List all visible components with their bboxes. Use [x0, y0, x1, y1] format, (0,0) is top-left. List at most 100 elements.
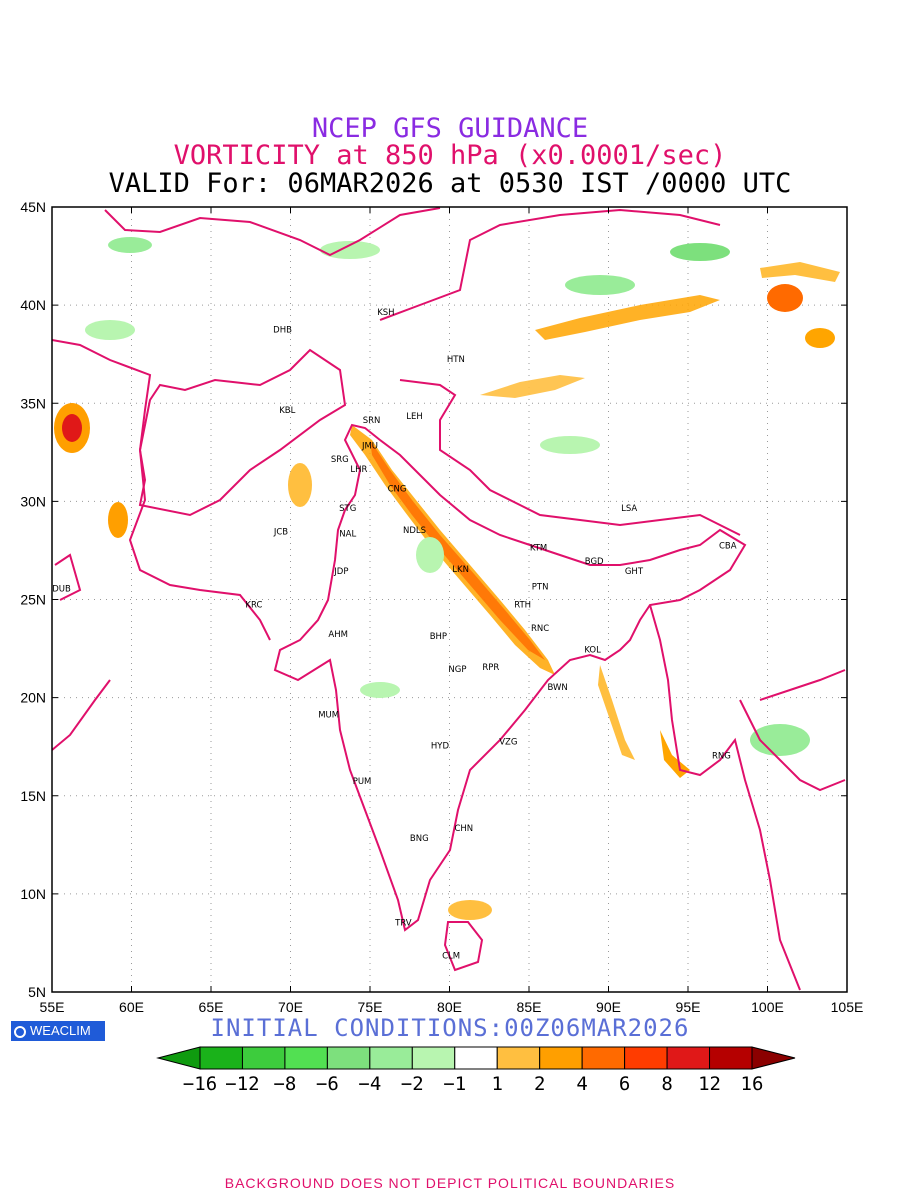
colorbar-box — [241, 1046, 286, 1070]
arabia-coast — [52, 553, 111, 751]
positive-vorticity-tibet — [535, 295, 720, 340]
city-label-bng: BNG — [410, 834, 429, 844]
city-label-leh: LEH — [406, 412, 423, 422]
city-label-krc: KRC — [245, 600, 262, 610]
city-label-lkn: LKN — [452, 565, 469, 575]
vorticity-shading — [54, 237, 840, 920]
city-label-stg: STG — [339, 504, 356, 514]
city-label-jcb: JCB — [273, 528, 288, 538]
city-label-cba: CBA — [719, 541, 737, 551]
lat-tick-label: 30N — [20, 493, 46, 509]
lon-tick-label: 105E — [831, 999, 864, 1015]
colorbar-box — [666, 1046, 711, 1070]
band-bay — [598, 665, 635, 760]
city-label-rnc: RNC — [531, 624, 549, 634]
city-label-cng: CNG — [388, 485, 407, 495]
city-label-ktm: KTM — [530, 543, 547, 553]
disclaimer-footer: BACKGROUND DOES NOT DEPICT POLITICAL BOU… — [224, 1175, 676, 1191]
colorbar-box — [539, 1046, 583, 1070]
colorbar-box — [326, 1046, 371, 1070]
positive-vorticity-tibet2 — [480, 375, 585, 398]
colorbar-arrow-left — [156, 1046, 201, 1070]
negative-patch-6 — [540, 436, 600, 454]
pakistan-border — [138, 348, 347, 517]
colorbar-label: −1 — [443, 1073, 466, 1095]
title-model: NCEP GFS GUIDANCE — [311, 113, 589, 144]
colorbar-label: −16 — [183, 1073, 217, 1095]
lat-tick-label: 10N — [20, 886, 46, 902]
colorbar-label: −12 — [225, 1073, 259, 1095]
city-label-hyd: HYD — [431, 742, 450, 752]
colorbar-label: 1 — [492, 1073, 503, 1095]
colorbar-box — [284, 1046, 328, 1070]
negative-patch-9 — [360, 682, 400, 698]
blob-srilanka — [448, 900, 492, 920]
colorbar-box — [624, 1046, 668, 1070]
negative-patch-1 — [108, 237, 152, 253]
iran-border — [52, 339, 271, 641]
city-label-ght: GHT — [625, 567, 644, 577]
city-label-rng: RNG — [712, 751, 731, 761]
city-label-ngp: NGP — [448, 665, 466, 675]
colorbar-labels: −16 −12 −8 −6 −4 −2 −1 1 2 4 6 8 12 16 — [183, 1073, 764, 1095]
colorbar-box — [496, 1046, 541, 1070]
band-east-ridge — [760, 262, 840, 282]
city-label-bwn: BWN — [547, 683, 567, 693]
vortex-east — [805, 328, 835, 348]
colorbar-box — [454, 1046, 498, 1070]
axis-tick-labels: 55E 60E 65E 70E 75E 80E 85E 90E 95E 100E 105E 5N 10N… — [20, 199, 863, 1015]
city-label-lsa: LSA — [621, 504, 637, 514]
city-label-nal: NAL — [339, 530, 356, 540]
colorbar: −16 −12 −8 −6 −4 −2 −1 1 2 4 6 8 12 16 — [156, 1046, 796, 1095]
title-field: VORTICITY at 850 hPa (x0.0001/sec) — [173, 140, 727, 171]
colorbar-box — [411, 1046, 456, 1070]
lat-tick-label: 40N — [20, 297, 46, 313]
india-outline — [273, 423, 747, 932]
colorbar-label: 4 — [576, 1073, 587, 1095]
lon-tick-label: 95E — [676, 999, 701, 1015]
logo-icon — [14, 1026, 26, 1038]
lon-tick-label: 65E — [199, 999, 224, 1015]
lat-tick-label: 45N — [20, 199, 46, 215]
myanmar-coast — [649, 604, 801, 991]
colorbar-box — [709, 1046, 753, 1070]
city-label-ahm: AHM — [328, 630, 348, 640]
lat-tick-label: 25N — [20, 592, 46, 608]
lon-tick-label: 55E — [40, 999, 65, 1015]
city-label-jmu: JMU — [361, 441, 378, 451]
colorbar-boxes — [156, 1046, 796, 1070]
lat-tick-label: 15N — [20, 788, 46, 804]
negative-patch-8 — [416, 537, 444, 573]
city-label-bgd: BGD — [585, 557, 604, 567]
city-label-ptn: PTN — [532, 583, 549, 593]
blob-pakistan — [288, 463, 312, 507]
colorbar-label: 6 — [619, 1073, 630, 1095]
vorticity-map: 55E 60E 65E 70E 75E 80E 85E 90E 95E 100E 105E 5N 10N… — [20, 199, 863, 1015]
negative-patch-2 — [320, 241, 380, 259]
city-label-lhr: LHR — [350, 465, 367, 475]
city-label-dhb: DHB — [273, 326, 292, 336]
central-asia-border — [104, 207, 441, 257]
vortex-northeast — [767, 284, 803, 312]
city-label-trv: TRV — [394, 918, 412, 928]
lat-tick-label: 5N — [28, 984, 46, 1000]
logo-text: WEACLIM — [30, 1023, 91, 1038]
china-border — [379, 208, 741, 536]
colorbar-box — [581, 1046, 626, 1070]
vortex-iran-core — [62, 414, 82, 442]
lat-tick-label: 35N — [20, 395, 46, 411]
positive-vorticity-core — [370, 440, 545, 660]
negative-patch-4 — [670, 243, 730, 261]
city-label-htn: HTN — [447, 355, 465, 365]
city-label-dub: DUB — [52, 585, 71, 595]
colorbar-label: −8 — [273, 1073, 296, 1095]
lon-tick-label: 60E — [119, 999, 144, 1015]
coastlines-and-borders — [52, 207, 846, 991]
colorbar-label: 12 — [698, 1073, 721, 1095]
lon-tick-label: 85E — [517, 999, 542, 1015]
city-label-vzg: VZG — [499, 738, 517, 748]
colorbar-label: −2 — [401, 1073, 424, 1095]
city-label-kol: KOL — [584, 645, 601, 655]
weaclim-logo: WEACLIM — [11, 1021, 105, 1041]
